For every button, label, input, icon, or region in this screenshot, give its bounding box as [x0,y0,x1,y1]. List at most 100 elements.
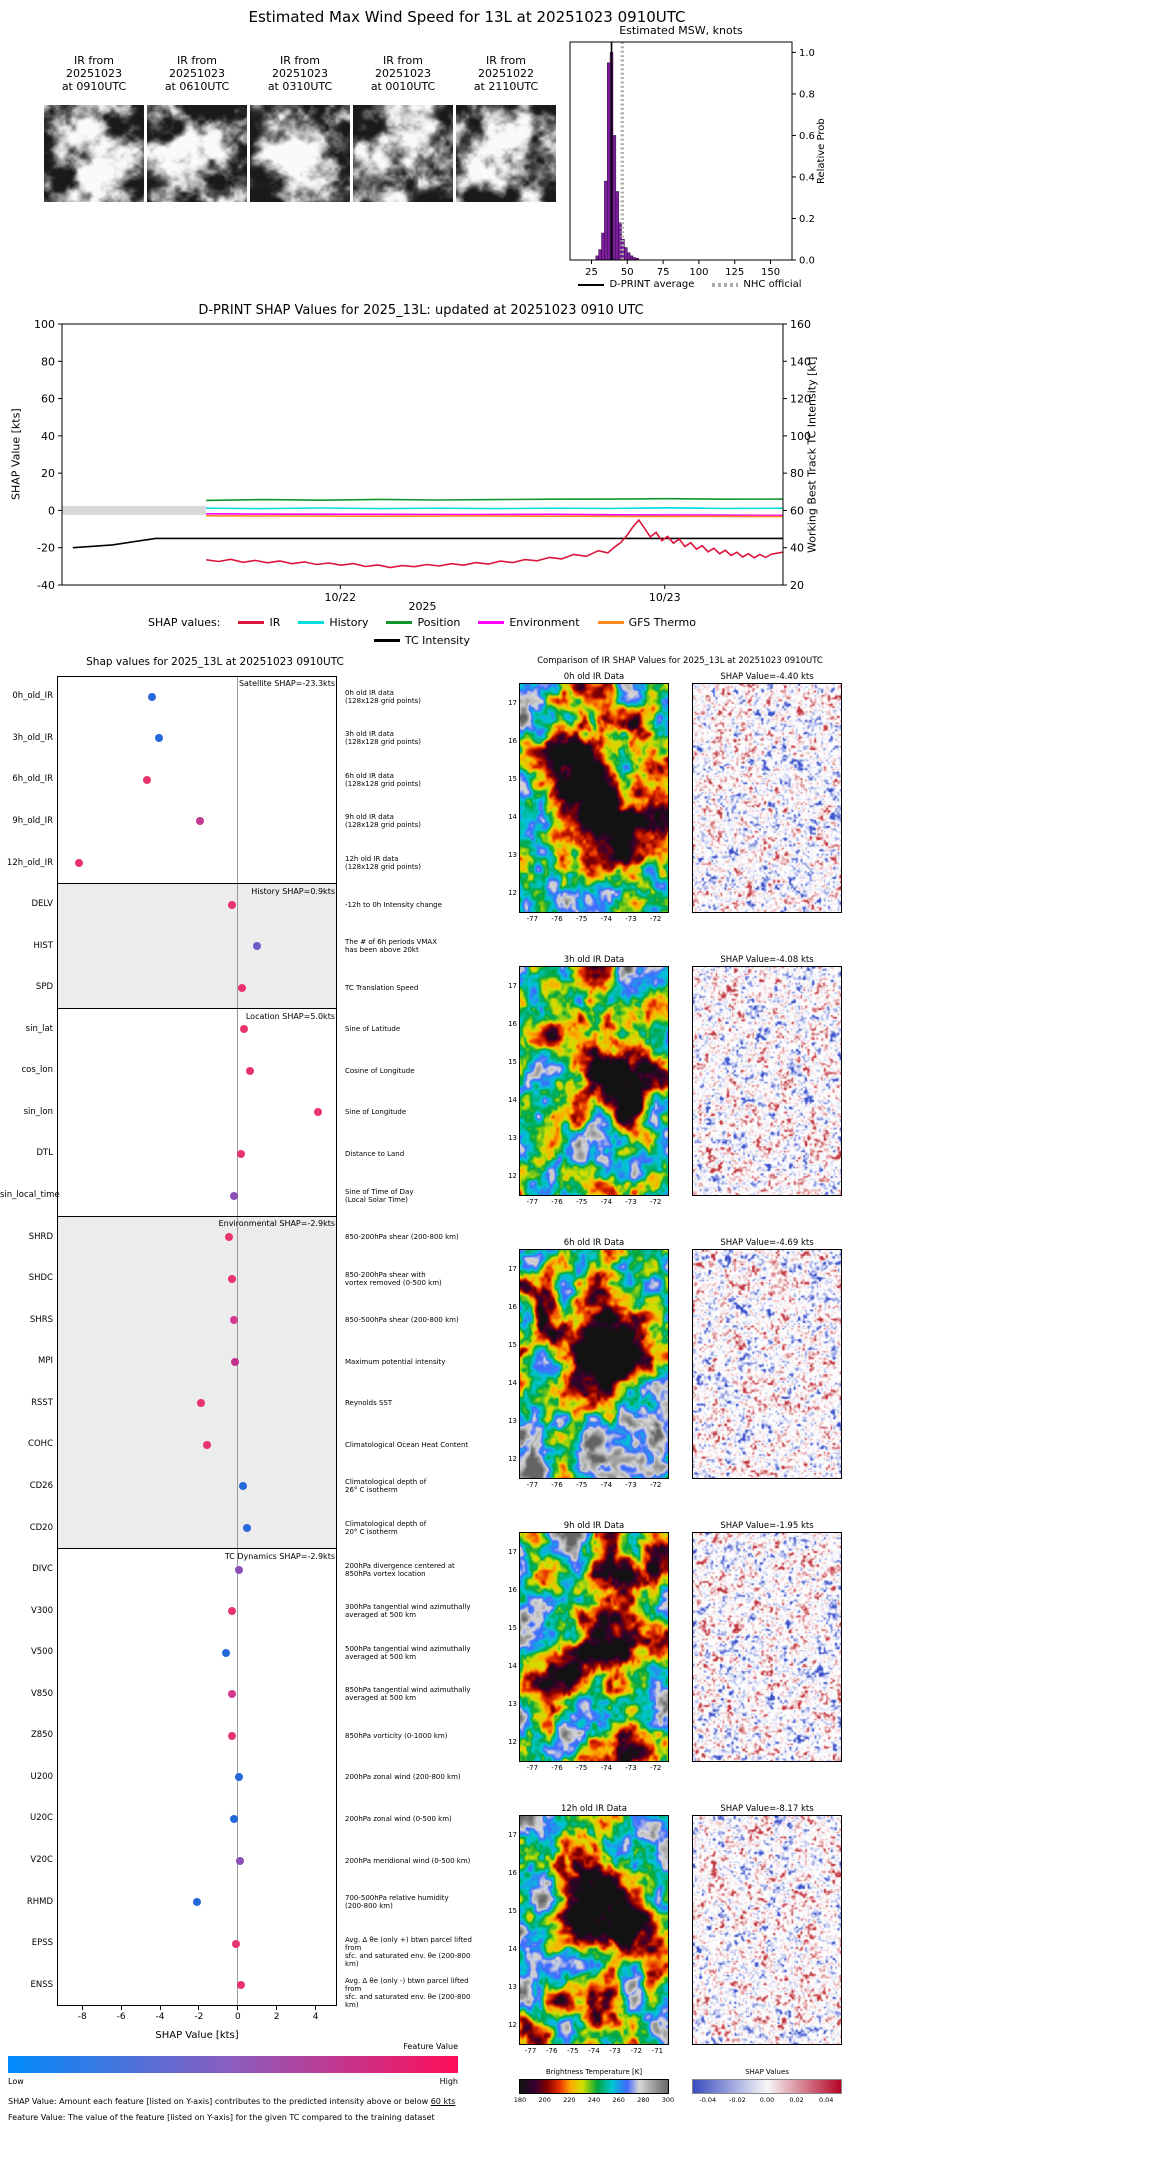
timeseries-ytick-right-label: 120 [790,393,811,406]
shap-map-title: SHAP Value=-1.95 kts [720,1521,814,1531]
feature-dot [202,1440,211,1449]
feature-desc-line: 850hPa tangential wind azimuthally [345,1686,471,1695]
feature-name: EPSS [31,1938,53,1949]
feature-desc-line: TC Translation Speed [345,983,419,992]
feature-dot [235,1856,244,1865]
ir-thumb-caption-line: at 0610UTC [164,80,230,93]
map-ytick-label: 17 [508,982,517,990]
histogram-bar [595,255,599,261]
ir-thumb-caption-line: IR from [280,54,320,67]
map-ytick-label: 13 [508,1134,517,1142]
feature-name: SHDC [28,1273,53,1284]
dotplot-xlabel: SHAP Value [kts] [155,2030,239,2041]
shap-map-image [692,683,842,913]
bt-colorbar-title: Brightness Temperature [K] [545,2068,643,2076]
feature-desc-line: 0h old IR data [345,688,394,697]
histogram-bar [606,62,611,261]
feature-desc: -12h to 0h Intensity change [345,901,480,909]
map-ytick-label: 15 [508,1341,517,1349]
map-xtick-label: -76 [551,1198,563,1206]
group-divider [57,1215,337,1217]
feature-name: sin_local_time [0,1190,60,1201]
shap-map-title: SHAP Value=-4.40 kts [720,672,814,682]
timeseries-xtick-label: 10/22 [324,591,356,604]
feature-desc-line: Climatological depth of [345,1478,427,1487]
histogram-xtick-label: 100 [689,267,708,278]
ir-thumbnail-image [250,105,350,202]
timeseries-ytick-left-label: 20 [41,467,55,480]
legend-prefix: SHAP values: [148,616,221,629]
histogram-ytick-label: 0.8 [799,89,815,100]
ir-thumb-caption-line: 20251023 [272,67,328,80]
timeseries-title: D-PRINT SHAP Values for 2025_13L: update… [198,303,644,318]
ir-thumb-caption-line: 20251022 [478,67,534,80]
feature-name: SHRS [29,1314,53,1325]
feature-desc-line: 200hPa meridional wind (0-500 km) [345,1856,471,1865]
feature-desc-line: (128x128 grid points) [345,696,421,705]
histogram-xtick-label: 150 [761,267,780,278]
timeseries-xtick-label: 10/23 [649,591,681,604]
dotplot-xtick-label: 0 [234,2012,241,2022]
timeseries-ytick-left-label: 60 [41,393,55,406]
feature-desc: 300hPa tangential wind azimuthally averag… [345,1603,480,1619]
timeseries-legend: SHAP values: IR History Position Environment… [40,616,804,647]
feature-dot [234,1565,243,1574]
feature-name: sin_lon [23,1106,53,1117]
feature-desc: 700-500hPa relative humidity (200-800 km) [345,1894,480,1910]
shap-colorbar-tick-label: 0.00 [759,2096,775,2104]
dotplot-xtick-label: -6 [116,2012,126,2022]
feature-dot [74,859,83,868]
feature-desc-line: vortex removed (0-500 km) [345,1278,442,1287]
ir-thumb-caption-line: IR from [383,54,423,67]
dotplot-xtick-label: 2 [273,2012,280,2022]
map-xtick-label: -72 [649,1481,662,1489]
map-xtick-label: -77 [526,915,539,923]
feature-desc: Climatological depth of 26° C isotherm [345,1478,480,1494]
footnote-shap: SHAP Value: Amount each feature [listed … [8,2097,478,2106]
x-tick [237,2006,239,2010]
histogram-bar [627,252,631,261]
map-xtick-label: -72 [649,915,662,923]
series-line-swatch [373,639,400,642]
map-xtick-label: -73 [625,1764,637,1772]
map-ytick-label: 15 [508,1058,517,1066]
histogram-bar [601,232,605,261]
feature-desc: 3h old IR data (128x128 grid points) [345,730,480,746]
shap-map-title: SHAP Value=-4.08 kts [720,955,814,965]
shap-map-title: SHAP Value=-8.17 kts [720,1804,814,1814]
map-xtick-label: -75 [575,1198,588,1206]
feature-desc-line: 500hPa tangential wind azimuthally [345,1644,471,1653]
timeseries-ytick-right-label: 40 [790,542,804,555]
map-ytick-label: 15 [508,775,517,783]
colorbar-high-label: High [439,2077,458,2086]
feature-desc-line: sfc. and saturated env. θe (200-800 km) [345,1951,471,1968]
feature-dot [229,1316,238,1325]
feature-desc: 0h old IR data (128x128 grid points) [345,689,480,705]
feature-dot [228,1607,236,1616]
legend-label: IR [269,616,281,629]
timeseries-ytick-right-label: 60 [790,504,804,517]
feature-desc-line: Sine of Longitude [345,1108,407,1117]
histogram-ylabel: Relative Prob [816,118,827,184]
ir-thumbnail-image [456,105,556,202]
histogram-xtick-label: 125 [725,267,744,278]
timeseries-legend-item: Position [386,616,460,629]
feature-desc: 500hPa tangential wind azimuthally averag… [345,1645,480,1661]
feature-desc-line: averaged at 500 km [345,1611,417,1620]
ir-thumb-caption-line: at 0910UTC [61,80,127,93]
dotplot-xtick-label: 4 [312,2012,319,2022]
feature-desc-line: Climatological Ocean Heat Content [345,1440,469,1449]
feature-desc-line: 200hPa zonal wind (200-800 km) [345,1773,461,1782]
timeseries-ytick-left-label: 80 [41,355,55,368]
dotplot-xtick-label: -8 [77,2012,87,2022]
map-xtick-label: -71 [651,2047,664,2055]
feature-name: 6h_old_IR [12,774,53,785]
ir-thumbnail-image [147,105,247,202]
feature-name: V300 [30,1605,53,1616]
group-divider [57,1548,337,1550]
x-tick [198,2006,200,2010]
x-tick [81,2006,83,2010]
bt-colorbar-tick-label: 180 [513,2096,527,2104]
map-xtick-label: -72 [649,1764,662,1772]
shap-map-title: SHAP Value=-4.69 kts [720,1238,814,1248]
